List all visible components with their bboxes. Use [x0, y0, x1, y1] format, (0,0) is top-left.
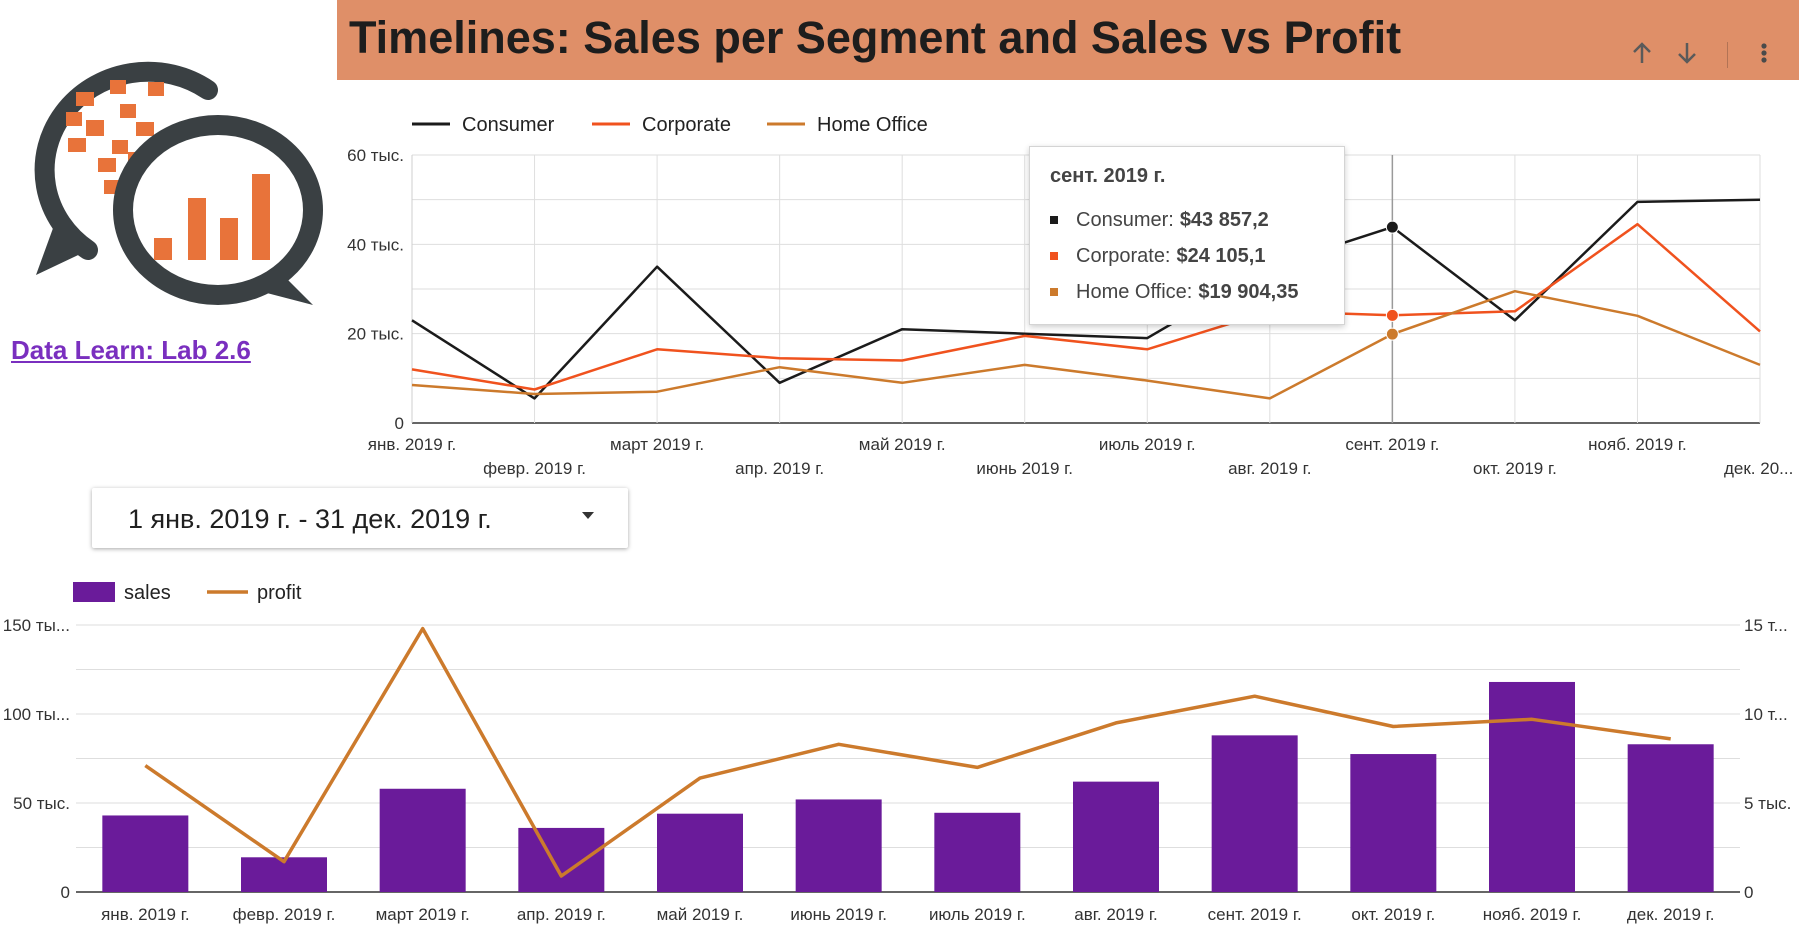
- sales-bar: [657, 813, 743, 892]
- highlight-point: [1385, 220, 1399, 234]
- x-tick-label: авг. 2019 г.: [1074, 905, 1157, 924]
- legend-swatch: [73, 582, 115, 602]
- y-tick-label-left: 100 ты...: [3, 705, 70, 724]
- sales-bar: [379, 788, 466, 892]
- y-tick-label-right: 10 т...: [1744, 705, 1788, 724]
- sales-bar: [1073, 781, 1159, 892]
- x-tick-label: апр. 2019 г.: [735, 459, 824, 478]
- y-tick-label-left: 150 ты...: [3, 616, 70, 635]
- x-tick-label: июль 2019 г.: [1099, 435, 1196, 454]
- home-office-swatch: [1050, 288, 1058, 296]
- tooltip-label: Consumer:: [1076, 208, 1174, 231]
- y-tick-label-left: 0: [61, 883, 70, 902]
- page-title: Timelines: Sales per Segment and Sales v…: [349, 12, 1402, 63]
- tooltip-row-home-office: Home Office: $19 904,35: [1050, 274, 1344, 310]
- highlight-point: [1385, 327, 1399, 341]
- legend-label: Corporate: [642, 114, 731, 136]
- consumer-swatch: [1050, 216, 1058, 224]
- chart-tooltip: сент. 2019 г. Consumer: $43 857,2 Corpor…: [1029, 146, 1345, 325]
- date-range-picker[interactable]: 1 янв. 2019 г. - 31 дек. 2019 г.: [92, 488, 628, 548]
- arrow-down-icon[interactable]: [1672, 38, 1702, 68]
- x-tick-label: нояб. 2019 г.: [1483, 905, 1582, 924]
- tooltip-label: Corporate:: [1076, 244, 1171, 267]
- y-tick-label-right: 0: [1744, 883, 1753, 902]
- tooltip-row-consumer: Consumer: $43 857,2: [1050, 202, 1344, 238]
- x-tick-label: авг. 2019 г.: [1228, 459, 1311, 478]
- tooltip-value: $43 857,2: [1179, 208, 1269, 231]
- x-tick-label: май 2019 г.: [859, 435, 946, 454]
- legend-label: profit: [257, 582, 302, 604]
- series-line-consumer: [411, 198, 1761, 400]
- x-tick-label: нояб. 2019 г.: [1588, 435, 1687, 454]
- y-tick-label-left: 50 тыс.: [13, 794, 70, 813]
- x-tick-label: окт. 2019 г.: [1351, 905, 1435, 924]
- tooltip-title: сент. 2019 г.: [1050, 165, 1166, 187]
- lab-link[interactable]: Data Learn: Lab 2.6: [11, 335, 251, 365]
- sales-bar: [934, 812, 1021, 892]
- highlight-point: [1385, 308, 1399, 322]
- y-tick-label: 0: [395, 414, 404, 433]
- sales-bar: [518, 827, 605, 892]
- corporate-swatch: [1050, 252, 1058, 260]
- sales-bar: [1211, 735, 1298, 892]
- x-tick-label: июль 2019 г.: [929, 905, 1026, 924]
- tooltip-value: $24 105,1: [1176, 244, 1266, 267]
- x-tick-label: февр. 2019 г.: [233, 905, 336, 924]
- x-tick-label: сент. 2019 г.: [1345, 435, 1439, 454]
- header-divider: [1727, 42, 1728, 68]
- date-range-value: 1 янв. 2019 г. - 31 дек. 2019 г.: [128, 504, 492, 534]
- logo-chat-bubbles-icon: [34, 61, 323, 305]
- x-tick-label: февр. 2019 г.: [483, 459, 586, 478]
- sales-bar: [102, 815, 189, 892]
- x-tick-label: май 2019 г.: [657, 905, 744, 924]
- tooltip-value: $19 904,35: [1198, 280, 1299, 303]
- y-tick-label: 40 тыс.: [347, 235, 404, 254]
- series-line-corporate: [411, 222, 1761, 391]
- legend-label: sales: [124, 582, 171, 604]
- x-tick-label: сент. 2019 г.: [1208, 905, 1302, 924]
- series-line-home-office: [411, 289, 1761, 400]
- tooltip-label: Home Office:: [1076, 280, 1193, 303]
- dropdown-caret-icon: [582, 512, 594, 519]
- sales-bar: [1350, 754, 1437, 892]
- x-tick-label: янв. 2019 г.: [368, 435, 456, 454]
- arrow-up-icon[interactable]: [1627, 38, 1657, 68]
- x-tick-label: дек. 2019 г.: [1627, 905, 1715, 924]
- more-vert-icon[interactable]: [1749, 38, 1779, 68]
- y-tick-label-right: 15 т...: [1744, 616, 1788, 635]
- sales-bar: [1627, 744, 1714, 892]
- y-tick-label: 60 тыс.: [347, 146, 404, 165]
- x-tick-label: март 2019 г.: [376, 905, 470, 924]
- y-tick-label-right: 5 тыс.: [1744, 794, 1791, 813]
- x-tick-label: янв. 2019 г.: [101, 905, 189, 924]
- legend-label: Consumer: [462, 114, 555, 136]
- x-tick-label: дек. 20...: [1724, 459, 1793, 478]
- report-header: Timelines: Sales per Segment and Sales v…: [337, 0, 1799, 80]
- legend-label: Home Office: [817, 114, 928, 136]
- x-tick-label: июнь 2019 г.: [790, 905, 887, 924]
- y-tick-label: 20 тыс.: [347, 325, 404, 344]
- x-tick-label: апр. 2019 г.: [517, 905, 606, 924]
- tooltip-row-corporate: Corporate: $24 105,1: [1050, 238, 1344, 274]
- x-tick-label: окт. 2019 г.: [1473, 459, 1557, 478]
- sales-bar: [1489, 681, 1575, 892]
- sales-bar: [795, 799, 882, 892]
- x-tick-label: март 2019 г.: [610, 435, 704, 454]
- x-tick-label: июнь 2019 г.: [976, 459, 1073, 478]
- profit-line: [144, 626, 1671, 878]
